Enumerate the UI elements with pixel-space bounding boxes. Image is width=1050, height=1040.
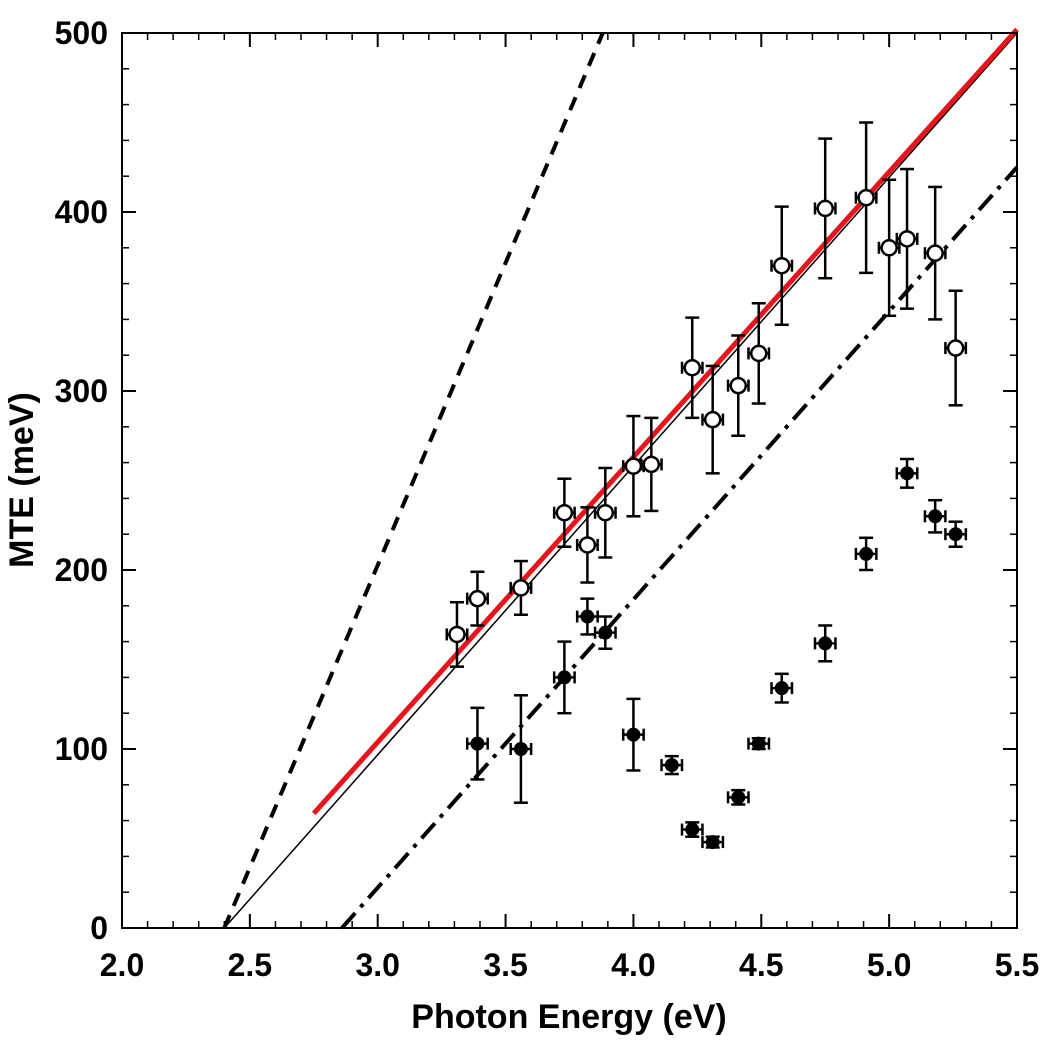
y-axis-label: MTE (meV) — [3, 392, 41, 568]
x-tick-label: 4.5 — [739, 947, 783, 983]
open-circle-point — [683, 358, 701, 377]
open-circle-point — [926, 244, 944, 262]
axes: 2.0 2.5 3.0 3.5 4.0 4.5 5.0 5.5 0 100 200 300 400 500 — [55, 15, 1040, 983]
open-circle-point — [749, 344, 768, 363]
filled-circle-point — [705, 835, 720, 850]
filled-circle-point — [948, 527, 963, 542]
filled-circle-point — [928, 509, 943, 524]
x-tick-label: 5.0 — [867, 947, 911, 983]
filled-circle-point — [580, 609, 595, 624]
open-circle-point — [946, 339, 965, 357]
open-circle-point — [772, 256, 791, 275]
y-tick-label: 300 — [55, 373, 108, 409]
open-circle-point — [642, 455, 661, 474]
reference-lines — [222, 27, 1019, 930]
x-tick-label: 5.5 — [995, 947, 1039, 983]
y-tick-label: 400 — [55, 194, 108, 230]
open-circle-point — [448, 625, 466, 644]
dash-dot-line — [340, 165, 1019, 930]
filled-circle-point — [859, 546, 874, 561]
x-axis-label: Photon Energy (eV) — [411, 998, 726, 1036]
x-tick-label: 3.5 — [483, 947, 527, 983]
filled-circle-point — [900, 466, 915, 481]
x-tick-label: 2.5 — [228, 947, 272, 983]
x-tick-label: 3.0 — [355, 947, 399, 983]
x-tick-label: 2.0 — [100, 947, 144, 983]
filled-circle-point — [818, 636, 833, 651]
open-circle-point — [857, 188, 875, 207]
data-points — [445, 121, 968, 850]
open-circle-point — [898, 230, 916, 248]
y-tick-label: 200 — [55, 552, 108, 588]
open-circle-point — [468, 589, 487, 608]
open-circle-point — [624, 457, 643, 475]
open-circle-point — [596, 503, 615, 522]
open-circle-point — [512, 579, 530, 597]
open-circle-point — [880, 239, 898, 257]
solid-thin-line — [223, 32, 1018, 929]
filled-circle-point — [470, 736, 485, 751]
dashed-line — [222, 32, 605, 929]
y-tick-label: 100 — [55, 731, 108, 767]
filled-circle-point — [774, 681, 789, 696]
filled-circle-point — [598, 625, 613, 640]
filled-circle-point — [513, 742, 528, 756]
open-circle-point — [703, 410, 722, 429]
filled-circle-point — [751, 736, 766, 751]
y-tick-label: 500 — [55, 15, 108, 51]
filled-circle-point — [557, 670, 572, 685]
open-circle-point — [555, 503, 574, 522]
filled-circle-point — [626, 727, 641, 742]
open-circle-point — [729, 376, 748, 395]
x-tick-label: 4.0 — [611, 947, 655, 983]
filled-circle-point — [685, 822, 700, 837]
plot-frame — [121, 32, 1018, 929]
solid-thick-line — [311, 27, 1019, 816]
filled-circle-point — [664, 758, 679, 773]
open-circle-point — [578, 536, 597, 554]
y-tick-label: 0 — [90, 910, 108, 946]
open-circle-point — [816, 199, 834, 218]
filled-circle-point — [731, 790, 746, 805]
